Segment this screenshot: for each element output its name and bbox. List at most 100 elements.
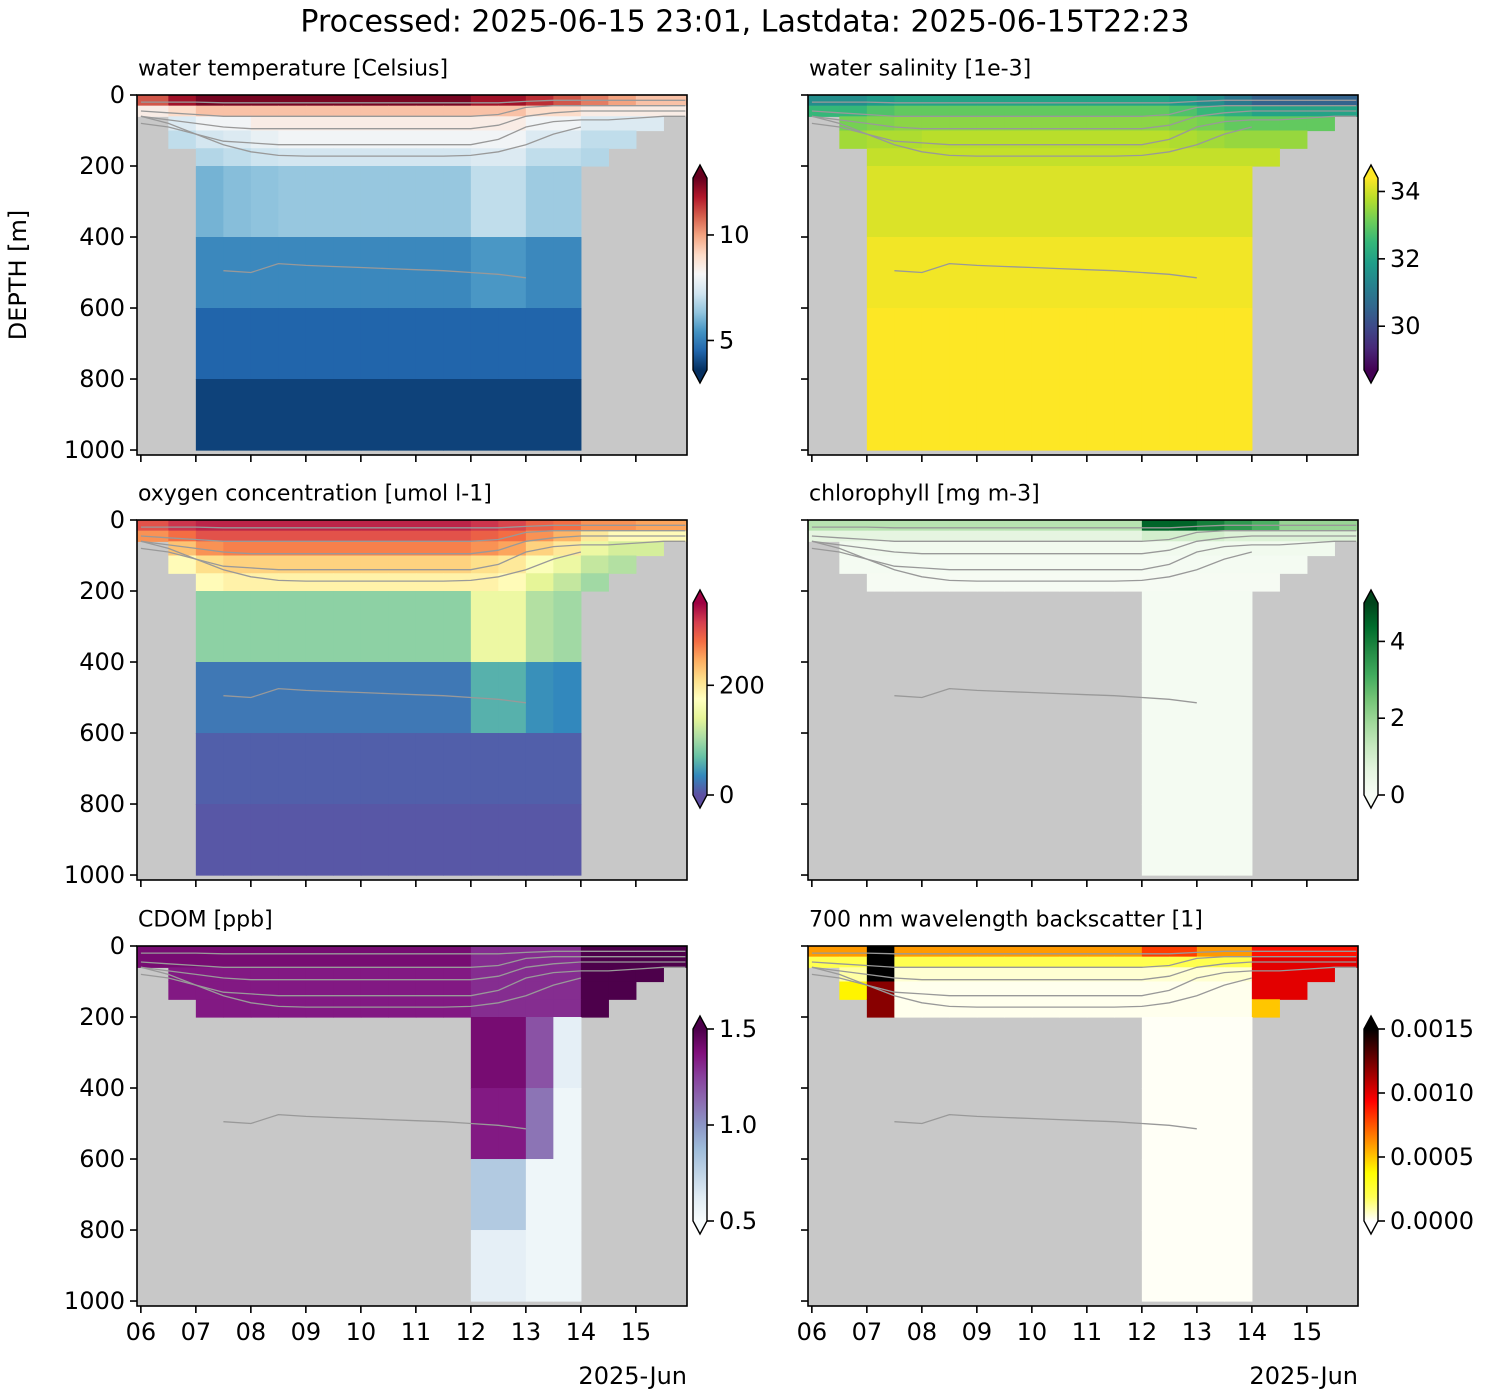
colorbar-extend — [1364, 165, 1378, 178]
heatmap-cell — [388, 541, 417, 557]
colorbar-tick-label: 4 — [1390, 627, 1405, 655]
heatmap-cell — [388, 308, 417, 380]
y-axis-label: DEPTH [m] — [4, 210, 32, 341]
heatmap-cell — [470, 166, 499, 238]
heatmap-cell — [1004, 530, 1033, 542]
heatmap-cell — [278, 95, 307, 107]
x-tick-label: 15 — [1292, 1318, 1323, 1346]
heatmap-cell — [470, 1159, 499, 1231]
panel: 06 07 08 09 10 11 12 13 14 15 2025-Jun 700 nm wavel… — [797, 908, 1474, 1391]
heatmap-cell — [1004, 308, 1033, 380]
heatmap-cell — [498, 116, 527, 132]
heatmap-cell — [921, 530, 950, 542]
heatmap-cell — [443, 105, 472, 117]
heatmap-cell — [168, 116, 197, 132]
heatmap-cell — [360, 733, 389, 805]
heatmap-cell — [1169, 733, 1198, 805]
heatmap-cell — [525, 662, 554, 734]
heatmap-cell — [1004, 379, 1033, 451]
heatmap-cell — [168, 555, 197, 574]
heatmap-cell — [278, 541, 307, 557]
heatmap-cell — [250, 520, 279, 532]
x-offset-label: 2025-Jun — [578, 1362, 687, 1390]
heatmap-cell — [525, 379, 554, 451]
heatmap-cell — [415, 520, 444, 532]
colorbar-extend — [693, 370, 707, 383]
heatmap-cell — [894, 130, 923, 149]
heatmap-cell — [223, 981, 252, 1000]
heatmap-cell — [498, 379, 527, 451]
heatmap-cell — [976, 981, 1005, 1000]
heatmap-cell — [278, 555, 307, 574]
heatmap-cell — [498, 237, 527, 309]
heatmap-cell — [333, 105, 362, 117]
colorbar-extend — [1364, 1016, 1378, 1029]
heatmap-cell — [195, 591, 224, 663]
y-tick-label: 1000 — [64, 861, 125, 889]
heatmap-cell — [1004, 116, 1033, 132]
heatmap-cell — [1086, 541, 1115, 557]
heatmap-cell — [1196, 1088, 1225, 1160]
heatmap-cell — [388, 237, 417, 309]
heatmap-cell — [195, 946, 224, 958]
x-tick-label: 08 — [236, 1318, 267, 1346]
heatmap-cell — [223, 95, 252, 107]
heatmap-cell — [137, 520, 169, 532]
heatmap-cell — [333, 999, 362, 1018]
heatmap-cell — [921, 967, 950, 983]
heatmap-cell — [976, 308, 1005, 380]
axes-frame — [807, 519, 1359, 881]
heatmap-cell — [1279, 555, 1308, 574]
panel-title: oxygen concentration [umol l-1] — [138, 482, 492, 507]
heatmap-cell — [1031, 555, 1060, 574]
heatmap-cell — [1059, 541, 1088, 557]
heatmap-cell — [949, 981, 978, 1000]
heatmap-cell — [1141, 967, 1170, 983]
heatmap-cell — [223, 573, 252, 592]
contour-line — [223, 262, 526, 279]
colorbar — [1364, 1029, 1378, 1221]
y-tick-label: 0 — [110, 932, 125, 960]
contour-line — [140, 966, 686, 997]
heatmap-cell — [1169, 804, 1198, 876]
heatmap-cell — [1114, 308, 1143, 380]
heatmap-cell — [525, 148, 554, 167]
heatmap-cell — [250, 981, 279, 1000]
heatmap-cell — [1086, 530, 1115, 542]
heatmap-cell — [470, 520, 499, 532]
heatmap-cell — [360, 999, 389, 1018]
heatmap-cell — [949, 999, 978, 1018]
heatmap-cell — [525, 999, 554, 1018]
heatmap-cell — [415, 379, 444, 451]
heatmap — [137, 946, 687, 1302]
heatmap-cell — [360, 591, 389, 663]
heatmap-cell — [553, 1159, 582, 1231]
heatmap-cell — [839, 981, 868, 1000]
heatmap-cell — [498, 662, 527, 734]
heatmap-cell — [1196, 573, 1225, 592]
heatmap-cell — [976, 237, 1005, 309]
contour-line — [811, 540, 1357, 571]
heatmap-cell — [278, 956, 307, 968]
heatmap-cell — [360, 130, 389, 149]
heatmap-cell — [1141, 981, 1170, 1000]
heatmap-cell — [1169, 520, 1198, 532]
heatmap-cell — [1196, 1159, 1225, 1231]
x-tick-label: 07 — [852, 1318, 883, 1346]
contour-line — [140, 115, 582, 157]
heatmap-cell — [388, 662, 417, 734]
contour-line — [140, 105, 686, 117]
heatmap-cell — [1251, 130, 1280, 149]
heatmap-cell — [553, 148, 582, 167]
heatmap-cell — [1114, 95, 1143, 107]
heatmap-cell — [223, 130, 252, 149]
heatmap-cell — [1141, 1159, 1170, 1231]
heatmap-cell — [976, 520, 1005, 532]
heatmap-cell — [137, 946, 169, 958]
colorbar-tick-label: 0 — [1390, 781, 1405, 809]
heatmap-cell — [1196, 379, 1225, 451]
heatmap-cell — [976, 555, 1005, 574]
heatmap-cell — [305, 95, 334, 107]
heatmap-cell — [1141, 520, 1170, 532]
y-tick-label: 200 — [79, 152, 125, 180]
